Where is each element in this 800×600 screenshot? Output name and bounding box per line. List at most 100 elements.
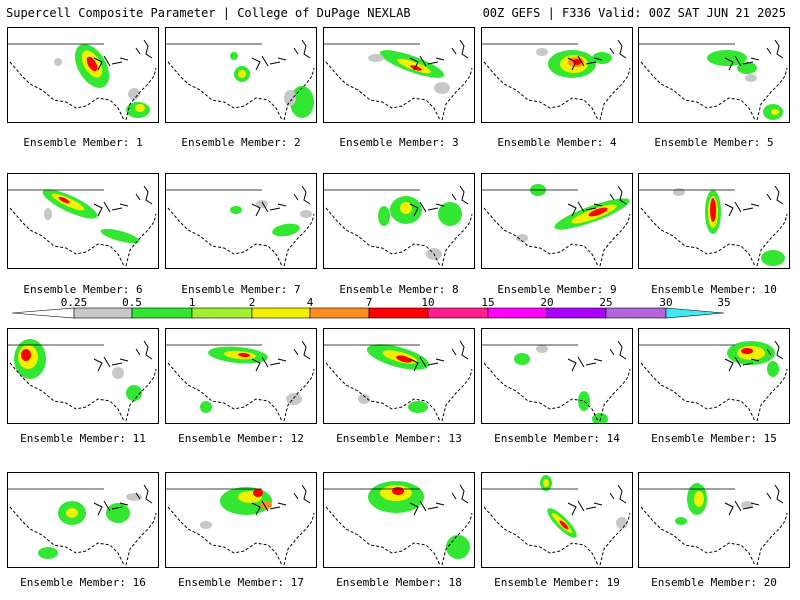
- scp-contour-area: [592, 52, 612, 64]
- scp-contour-area: [588, 207, 608, 217]
- coastline: [293, 340, 311, 360]
- coastline: [609, 185, 627, 205]
- ensemble-member-label: Ensemble Member: 8: [339, 283, 459, 296]
- scp-contour-area: [707, 50, 747, 66]
- us-map: [8, 39, 157, 121]
- coastline: [483, 207, 631, 267]
- us-map: [8, 484, 157, 566]
- ensemble-member-label: Ensemble Member: 16: [20, 576, 146, 589]
- coastline: [251, 201, 287, 217]
- coastline: [93, 356, 129, 372]
- color-scale-segment: [12, 307, 75, 319]
- color-scale-tick-label: 7: [365, 296, 373, 309]
- scp-contour-area: [200, 401, 212, 413]
- scp-contour-area: [767, 361, 779, 377]
- coastline: [724, 55, 760, 71]
- coastline: [135, 185, 153, 205]
- coastline: [409, 356, 445, 372]
- coastline: [451, 340, 469, 360]
- scp-contour-area: [400, 202, 412, 214]
- us-map: [324, 340, 473, 422]
- ensemble-map-panel-12: [165, 328, 317, 424]
- ensemble-map-panel-13: [323, 328, 475, 424]
- us-map: [166, 39, 315, 121]
- coastline: [409, 500, 445, 516]
- scp-contour-area: [106, 503, 130, 523]
- us-map: [482, 39, 631, 121]
- ensemble-map-panel-15: [638, 328, 790, 424]
- coastline: [93, 201, 129, 217]
- coastline: [167, 207, 315, 267]
- coastline: [135, 39, 153, 59]
- scp-contour-area: [358, 394, 370, 404]
- coastline: [609, 484, 627, 504]
- ensemble-map-panel-6: [7, 173, 159, 269]
- coastline: [93, 500, 129, 516]
- ensemble-member-label: Ensemble Member: 9: [497, 283, 617, 296]
- coastline: [640, 61, 788, 121]
- run-valid-time: 00Z GEFS | F336 Valid: 00Z SAT JUN 21 20…: [482, 6, 786, 20]
- scp-contour-area: [559, 520, 569, 530]
- us-map: [482, 475, 631, 566]
- coastline: [409, 55, 445, 71]
- ensemble-map-panel-14: [481, 328, 633, 424]
- coastline: [93, 55, 129, 71]
- scp-contour-area: [21, 349, 31, 361]
- scp-contour-area: [745, 74, 757, 82]
- us-map: [324, 481, 473, 566]
- ensemble-map-panel-4: [481, 27, 633, 123]
- coastline: [567, 356, 603, 372]
- coastline: [9, 61, 157, 121]
- coastline: [293, 39, 311, 59]
- ensemble-member-label: Ensemble Member: 13: [336, 432, 462, 445]
- coastline: [766, 340, 784, 360]
- coastline: [609, 340, 627, 360]
- scp-contour-area: [284, 90, 296, 106]
- scp-contour-area: [230, 206, 242, 214]
- ensemble-member-label: Ensemble Member: 1: [23, 136, 143, 149]
- coastline: [251, 55, 287, 71]
- coastline: [293, 484, 311, 504]
- color-scale-segment: [546, 307, 607, 319]
- scp-contour-area: [230, 52, 238, 60]
- scp-contour-area: [543, 479, 549, 487]
- map-title: Supercell Composite Parameter | College …: [6, 6, 411, 20]
- scp-contour-area: [272, 223, 300, 237]
- coastline: [325, 61, 473, 121]
- ensemble-map-panel-10: [638, 173, 790, 269]
- scp-contour-area: [675, 517, 687, 525]
- color-scale-tick-label: 4: [306, 296, 314, 309]
- color-scale-tick-label: 25: [599, 296, 613, 309]
- color-scale-segment: [487, 307, 548, 319]
- scp-contour-area: [592, 413, 608, 423]
- scp-contour-area: [392, 487, 404, 495]
- scp-contour-area: [694, 491, 704, 507]
- coastline: [724, 500, 760, 516]
- coastline: [451, 484, 469, 504]
- coastline: [325, 207, 473, 267]
- color-scale-tick-label: 10: [421, 296, 435, 309]
- ensemble-member-label: Ensemble Member: 15: [651, 432, 777, 445]
- coastline: [293, 185, 311, 205]
- color-scale-segment: [368, 307, 429, 319]
- scp-contour-area: [737, 62, 757, 74]
- color-scale-segment: [665, 307, 725, 319]
- scp-contour-area: [761, 250, 785, 266]
- scp-contour-area: [290, 86, 314, 118]
- scp-contour-area: [616, 517, 628, 529]
- scp-contour-area: [446, 535, 470, 559]
- ensemble-map-panel-17: [165, 472, 317, 568]
- scp-contour-area: [410, 65, 422, 71]
- us-map: [639, 39, 788, 121]
- coastline: [251, 356, 287, 372]
- ensemble-map-panel-19: [481, 472, 633, 568]
- us-map: [639, 483, 788, 566]
- coastline: [724, 201, 760, 217]
- us-map: [324, 185, 473, 267]
- coastline: [167, 506, 315, 566]
- scp-contour-area: [378, 206, 390, 226]
- scp-contour-area: [438, 202, 462, 226]
- ensemble-member-label: Ensemble Member: 19: [494, 576, 620, 589]
- scp-contour-area: [126, 385, 142, 401]
- coastline: [766, 185, 784, 205]
